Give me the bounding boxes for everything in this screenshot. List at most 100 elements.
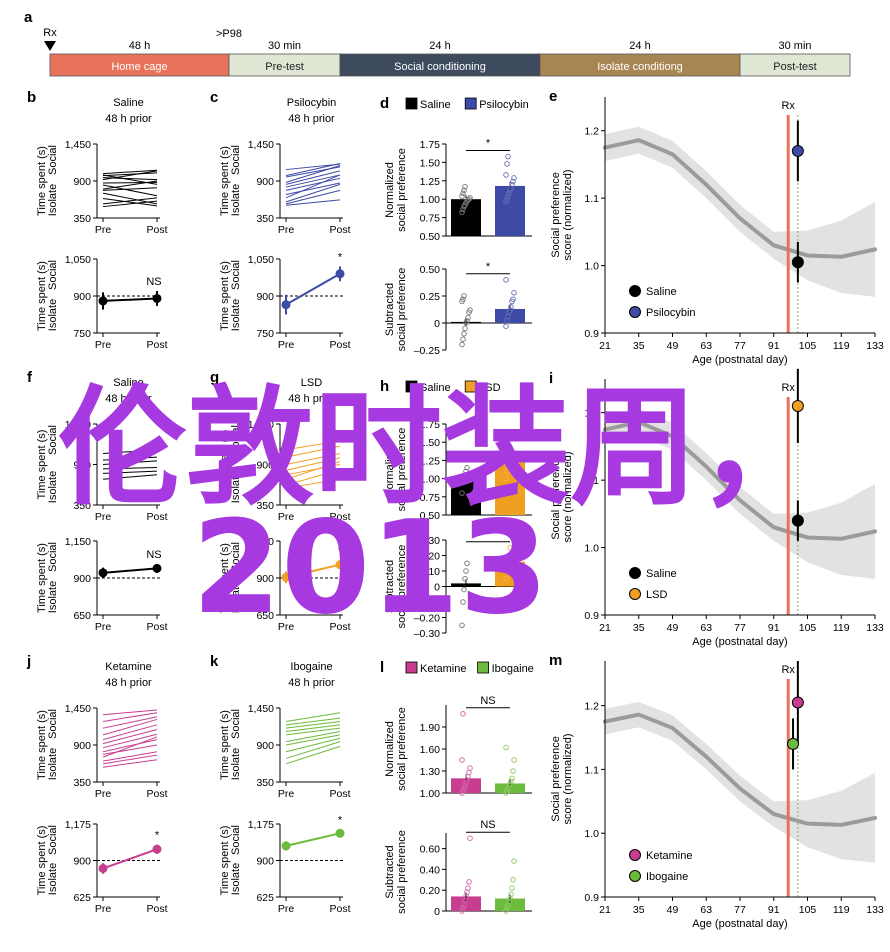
subject-point (467, 835, 473, 841)
x-tick-label: 21 (599, 904, 611, 916)
subject-line (102, 733, 158, 749)
subject-point (506, 898, 512, 905)
x-tick-label: 21 (599, 340, 611, 352)
subject-point (462, 576, 468, 582)
subject-line (285, 189, 341, 205)
legend-swatch (405, 380, 418, 393)
y-axis-label-line2: social preference (396, 545, 408, 629)
timeline-segment (739, 53, 851, 77)
y-tick-label: 0.9 (584, 328, 599, 340)
rx-label: Rx (781, 664, 795, 676)
x-tick-label: 35 (633, 340, 645, 352)
x-tick-label: 77 (734, 340, 746, 352)
legend-label: Saline (420, 99, 451, 111)
y-tick-label: 0 (434, 906, 440, 918)
panel-letter: l (380, 659, 384, 676)
y-tick-label: 1.75 (420, 139, 441, 151)
y-tick-label: 1.50 (420, 157, 441, 169)
x-tick-label: 119 (833, 340, 850, 352)
timeline-duration: 30 min (268, 40, 301, 52)
subject-point (467, 194, 473, 201)
subject-line (285, 170, 341, 185)
x-tick-label: 35 (633, 904, 645, 916)
pre-post-panel-j: j Ketamine 48 h prior 1,450 900 350 Pre Post Tim… (26, 653, 168, 800)
significance-label: * (486, 261, 491, 273)
y-tick-label: 1.0 (584, 828, 599, 840)
y-axis-label-line1: Normalized (384, 721, 396, 777)
bar-panel-l: l Ketamine Ibogaine 1.90 1.60 1.30 1.00 NS Norma… (380, 659, 534, 800)
significance-label: * (486, 529, 491, 541)
subject-line (285, 478, 341, 489)
x-tick-label: Pre (95, 511, 112, 523)
y-tick-label: 900 (256, 460, 274, 472)
y-tick-label: 1.1 (584, 193, 599, 205)
legend-label: Saline (420, 382, 451, 394)
series-line (285, 272, 341, 306)
pre-post-panel-j2: 1,175 900 625 Pre Post Time spent (s) Social Is… (36, 819, 168, 915)
y-tick-label: 1.60 (420, 744, 441, 756)
x-tick-label: 119 (833, 904, 850, 916)
subject-point (467, 307, 473, 313)
y-axis-social-label: Social (47, 425, 59, 455)
x-tick-label: 63 (700, 622, 712, 634)
x-tick-label: Post (146, 621, 167, 633)
y-tick-label: 1.2 (584, 126, 599, 138)
panel-subtitle: 48 h prior (105, 113, 152, 125)
subject-point (459, 490, 465, 496)
y-axis-social-label: Social (230, 425, 242, 455)
subject-line (285, 745, 341, 765)
y-tick-label: 750 (256, 328, 274, 340)
y-tick-label: 1.1 (584, 764, 599, 776)
y-tick-label: 0 (434, 318, 440, 330)
significance-label: * (486, 138, 491, 150)
trend-curve (603, 712, 877, 827)
pre-post-panel-b: b Saline 48 h prior 1,450 900 350 Pre Post Time … (27, 89, 168, 236)
subject-point (460, 206, 466, 213)
trend-curve (603, 420, 877, 541)
subject-point (461, 187, 467, 194)
y-axis-label-line2: social preference (396, 148, 408, 232)
subject-line (102, 751, 158, 762)
y-axis-label-line2: social preference (396, 830, 408, 914)
y-tick-label: 625 (256, 892, 274, 904)
subject-line (102, 184, 158, 197)
subject-point (460, 190, 466, 197)
subject-point (505, 153, 511, 160)
y-tick-label: 1,450 (65, 703, 91, 715)
y-tick-label: 1.0 (584, 261, 599, 273)
panel-letter: e (549, 88, 557, 105)
subject-point (508, 891, 514, 898)
timeline-panel-a: a Home cage 48 h Pre-test 30 min Social condi… (24, 9, 851, 77)
y-axis-label-line1: Normalized (384, 442, 396, 498)
y-axis-label-line2: social preference (396, 268, 408, 352)
subject-point (506, 457, 512, 464)
subject-point (503, 475, 509, 482)
y-axis-label: Time spent (s) (219, 430, 231, 500)
y-tick-label: 1,050 (248, 254, 274, 266)
subject-line (285, 174, 341, 199)
subject-point (461, 586, 467, 593)
x-tick-label: Pre (95, 224, 112, 236)
subject-line (285, 445, 341, 458)
x-tick-label: Pre (278, 788, 295, 800)
subject-line (285, 165, 341, 183)
y-tick-label: 1,175 (248, 819, 274, 831)
data-point (335, 828, 345, 838)
data-point (152, 844, 162, 854)
panel-letter: j (26, 653, 31, 670)
x-tick-label: Post (146, 339, 167, 351)
y-axis-social-label: Social (230, 825, 242, 855)
significance-label: NS (146, 549, 161, 561)
data-point (281, 300, 291, 310)
x-tick-label: Pre (95, 621, 112, 633)
subject-point (510, 296, 516, 302)
y-axis-label: Time spent (s) (36, 543, 48, 613)
x-tick-label: Post (146, 511, 167, 523)
y-tick-label: 650 (256, 610, 274, 622)
y-axis-label-line1: Social preference (550, 454, 562, 540)
bar-panel-d2: 0.50 0.25 0 –0.25 * Subtracted social preferen… (384, 261, 532, 357)
bar (495, 185, 525, 236)
bar (495, 561, 525, 587)
age-panel-e: e Rx 1.2 1.1 1.0 0.921 35 49 63 77 91 105 119 133 Age … (549, 88, 884, 366)
data-point (152, 293, 162, 303)
